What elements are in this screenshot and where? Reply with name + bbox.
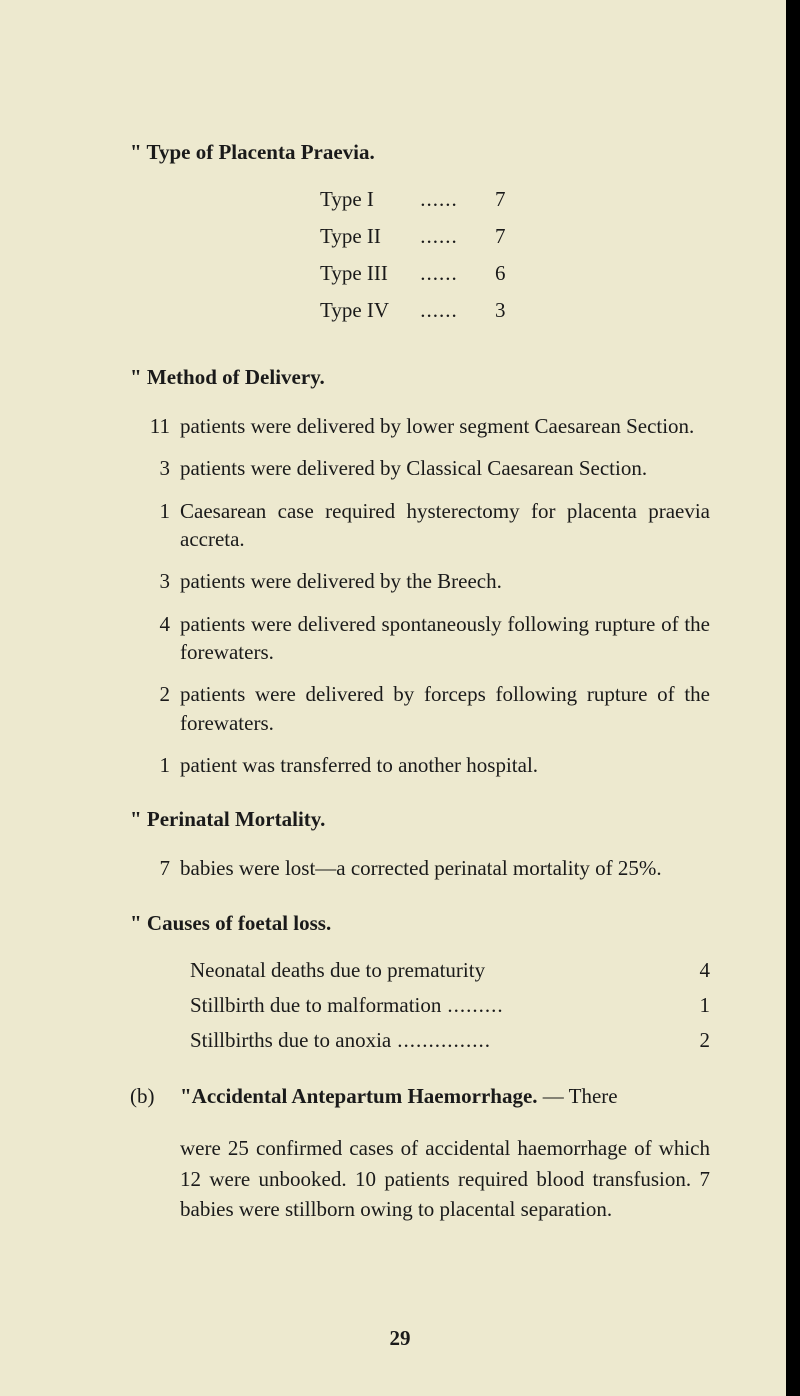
type-dots: ...... xyxy=(420,261,470,286)
list-item: 11 patients were delivered by lower segm… xyxy=(130,412,710,440)
item-number: 2 xyxy=(130,680,180,737)
type-row: Type III ...... 6 xyxy=(320,261,710,286)
perinatal-list: 7 babies were lost—a corrected perinatal… xyxy=(130,854,710,882)
page-number: 29 xyxy=(0,1326,800,1351)
type-dots: ...... xyxy=(420,187,470,212)
item-text: patients were delivered by lower segment… xyxy=(180,412,710,440)
cause-dots: ............... xyxy=(391,1028,680,1053)
type-value: 3 xyxy=(476,298,506,323)
item-text: Caesarean case required hysterectomy for… xyxy=(180,497,710,554)
type-label: Type II xyxy=(320,224,415,249)
item-number: 1 xyxy=(130,497,180,554)
method-list: 11 patients were delivered by lower segm… xyxy=(130,412,710,779)
section-b-title: "Accidental Antepartum Haemorrhage. xyxy=(180,1084,538,1108)
item-text: babies were lost—a corrected perinatal m… xyxy=(180,854,710,882)
type-label: Type IV xyxy=(320,298,415,323)
cause-row: Stillbirth due to malformation .........… xyxy=(190,993,710,1018)
page-right-edge xyxy=(786,0,800,1396)
section-b-marker: (b) xyxy=(130,1081,180,1111)
item-text: patients were delivered by Classical Cae… xyxy=(180,454,710,482)
cause-dots: ......... xyxy=(441,993,680,1018)
type-label: Type III xyxy=(320,261,415,286)
list-item: 3 patients were delivered by Classical C… xyxy=(130,454,710,482)
item-text: patient was transferred to another hospi… xyxy=(180,751,710,779)
type-value: 6 xyxy=(476,261,506,286)
type-list: Type I ...... 7 Type II ...... 7 Type II… xyxy=(320,187,710,323)
document-page: " Type of Placenta Praevia. Type I .....… xyxy=(0,0,800,1396)
type-value: 7 xyxy=(476,187,506,212)
type-row: Type IV ...... 3 xyxy=(320,298,710,323)
type-row: Type II ...... 7 xyxy=(320,224,710,249)
cause-label: Stillbirth due to malformation xyxy=(190,993,441,1018)
section-b-title-tail: — There xyxy=(538,1084,618,1108)
type-dots: ...... xyxy=(420,224,470,249)
list-item: 4 patients were delivered spontaneously … xyxy=(130,610,710,667)
section-b-body: were 25 confirmed cases of accidental ha… xyxy=(180,1133,710,1224)
item-text: patients were delivered by forceps follo… xyxy=(180,680,710,737)
type-value: 7 xyxy=(476,224,506,249)
section-b-head: (b) "Accidental Antepartum Haemorrhage. … xyxy=(130,1081,710,1111)
section-b: (b) "Accidental Antepartum Haemorrhage. … xyxy=(130,1081,710,1225)
causes-list: Neonatal deaths due to prematurity 4 Sti… xyxy=(190,958,710,1053)
heading-type-placenta: " Type of Placenta Praevia. xyxy=(130,140,710,165)
cause-row: Stillbirths due to anoxia ..............… xyxy=(190,1028,710,1053)
item-text: patients were delivered spontaneously fo… xyxy=(180,610,710,667)
cause-dots xyxy=(485,958,680,983)
heading-perinatal-mortality: " Perinatal Mortality. xyxy=(130,807,710,832)
cause-value: 2 xyxy=(680,1028,710,1053)
list-item: 1 patient was transferred to another hos… xyxy=(130,751,710,779)
type-row: Type I ...... 7 xyxy=(320,187,710,212)
item-number: 4 xyxy=(130,610,180,667)
list-item: 7 babies were lost—a corrected perinatal… xyxy=(130,854,710,882)
list-item: 1 Caesarean case required hysterectomy f… xyxy=(130,497,710,554)
cause-value: 4 xyxy=(680,958,710,983)
cause-label: Neonatal deaths due to prematurity xyxy=(190,958,485,983)
cause-label: Stillbirths due to anoxia xyxy=(190,1028,391,1053)
item-number: 1 xyxy=(130,751,180,779)
item-number: 3 xyxy=(130,567,180,595)
item-number: 7 xyxy=(130,854,180,882)
item-number: 11 xyxy=(130,412,180,440)
list-item: 2 patients were delivered by forceps fol… xyxy=(130,680,710,737)
heading-causes-foetal-loss: " Causes of foetal loss. xyxy=(130,911,710,936)
cause-row: Neonatal deaths due to prematurity 4 xyxy=(190,958,710,983)
type-dots: ...... xyxy=(420,298,470,323)
heading-method-delivery: " Method of Delivery. xyxy=(130,365,710,390)
item-text: patients were delivered by the Breech. xyxy=(180,567,710,595)
list-item: 3 patients were delivered by the Breech. xyxy=(130,567,710,595)
cause-value: 1 xyxy=(680,993,710,1018)
type-label: Type I xyxy=(320,187,415,212)
item-number: 3 xyxy=(130,454,180,482)
